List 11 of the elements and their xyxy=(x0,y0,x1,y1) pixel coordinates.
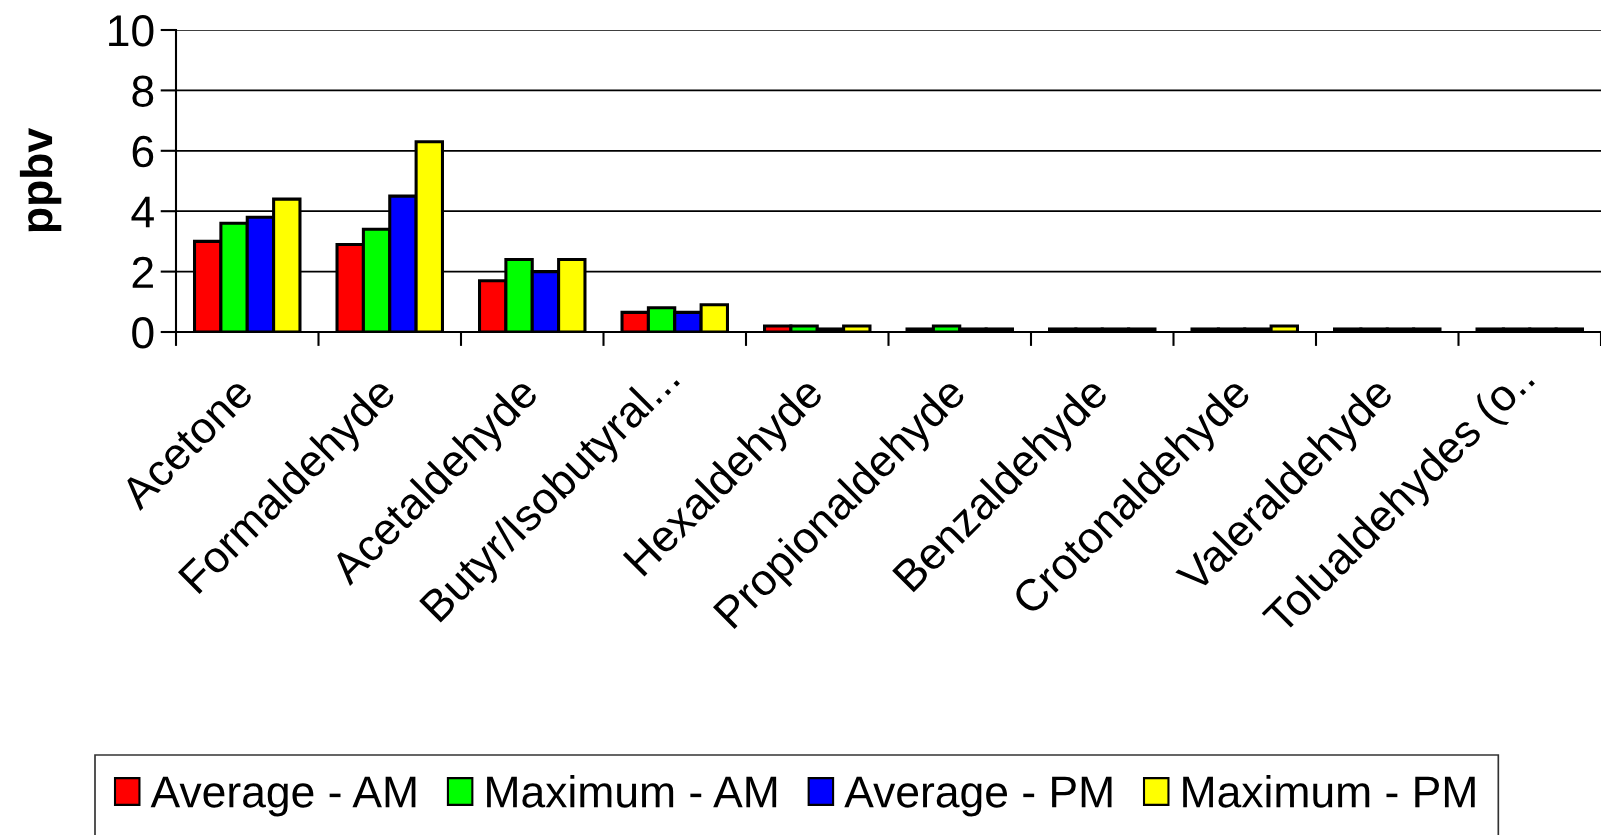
legend-label: Average - PM xyxy=(844,776,1112,817)
y-tick-label: 6 xyxy=(132,135,154,168)
y-tick-label: 8 xyxy=(132,75,154,107)
legend-label: Average - AM xyxy=(150,776,416,817)
y-tick-label: 4 xyxy=(131,196,154,228)
y-tick-label: 2 xyxy=(132,256,153,288)
y-axis-title: ppbv xyxy=(19,128,62,232)
y-tick-label: 10 xyxy=(109,15,154,47)
y-tick-label: 0 xyxy=(132,317,154,349)
legend-label: Maximum - PM xyxy=(1183,775,1475,808)
legend-label: Maximum - AM xyxy=(487,775,777,808)
